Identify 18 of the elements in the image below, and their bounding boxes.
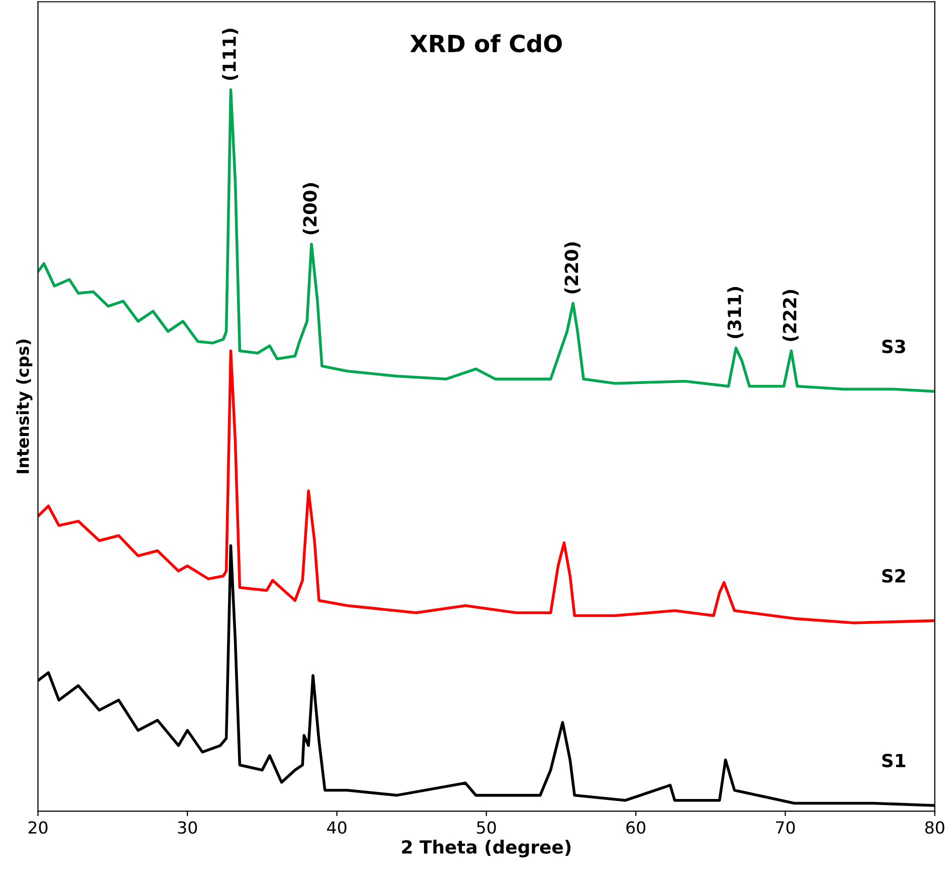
x-tick-label: 50 <box>477 821 496 834</box>
y-axis-title: Intensity (cps) <box>16 340 32 474</box>
text: S1 <box>882 754 906 768</box>
x-tick-label: 70 <box>776 821 795 834</box>
x-tick-label: 30 <box>178 821 197 834</box>
x-tick-label: 80 <box>925 821 944 834</box>
x-axis-title: 2 Theta (degree) <box>402 840 570 858</box>
annotation: (111) <box>222 28 238 80</box>
x-tick-label: 60 <box>626 821 646 834</box>
annotation: (311) <box>727 287 744 338</box>
series-label: S3 <box>882 340 906 354</box>
annotation: (220) <box>564 242 580 294</box>
x-tick-label: 20 <box>28 821 48 834</box>
annotation: (200) <box>302 183 319 234</box>
x-tick-label: 40 <box>327 821 346 834</box>
text: S2 <box>882 569 905 583</box>
chart-title: XRD of CdO <box>410 34 562 52</box>
annotation: (222) <box>782 290 799 342</box>
